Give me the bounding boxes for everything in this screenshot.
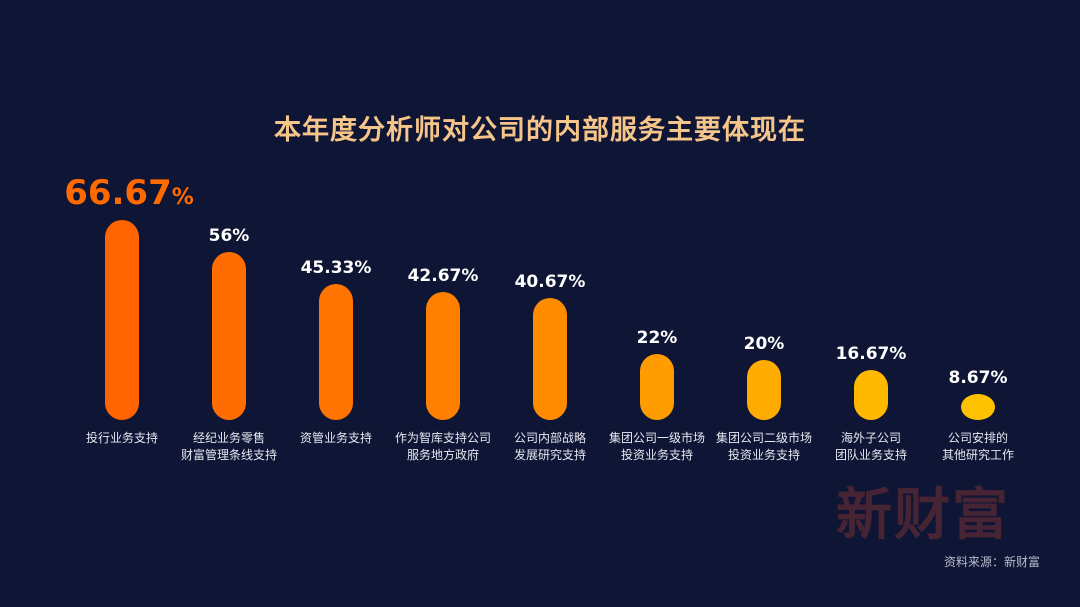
category-label-8: 海外子公司团队业务支持 — [835, 430, 907, 462]
category-label-2: 经纪业务零售财富管理条线支持 — [181, 430, 277, 462]
chart-title: 本年度分析师对公司的内部服务主要体现在 — [274, 115, 806, 146]
value-label-8: 16.67% — [836, 344, 907, 364]
value-label-5: 40.67% — [515, 272, 586, 292]
category-label-1: 投行业务支持 — [86, 430, 158, 445]
value-label-3: 45.33% — [301, 258, 372, 278]
value-label-4: 42.67% — [408, 266, 479, 286]
category-label-7: 集团公司二级市场投资业务支持 — [716, 430, 812, 462]
bar-3 — [319, 284, 353, 420]
watermark-logo: 新财富 — [836, 482, 1010, 548]
value-label-7: 20% — [744, 334, 785, 354]
category-label-9: 公司安排的其他研究工作 — [942, 430, 1014, 462]
bar-1 — [105, 220, 139, 420]
bar-5 — [533, 297, 567, 420]
value-label-9: 8.67% — [949, 368, 1008, 388]
value-label-2: 56% — [209, 226, 250, 246]
bar-7 — [747, 360, 781, 420]
bar-4 — [426, 291, 460, 420]
category-label-6: 集团公司一级市场投资业务支持 — [609, 430, 705, 462]
bar-9 — [961, 393, 995, 420]
value-label-1: 66.67% — [64, 173, 194, 213]
source-note: 资料来源：新财富 — [943, 555, 1040, 569]
value-label-6: 22% — [637, 328, 678, 348]
category-label-4: 作为智库支持公司服务地方政府 — [395, 430, 491, 462]
category-label-3: 资管业务支持 — [300, 430, 372, 445]
bar-2 — [212, 252, 246, 420]
bar-6 — [640, 354, 674, 420]
category-label-5: 公司内部战略发展研究支持 — [514, 430, 586, 462]
bar-8 — [854, 369, 888, 420]
